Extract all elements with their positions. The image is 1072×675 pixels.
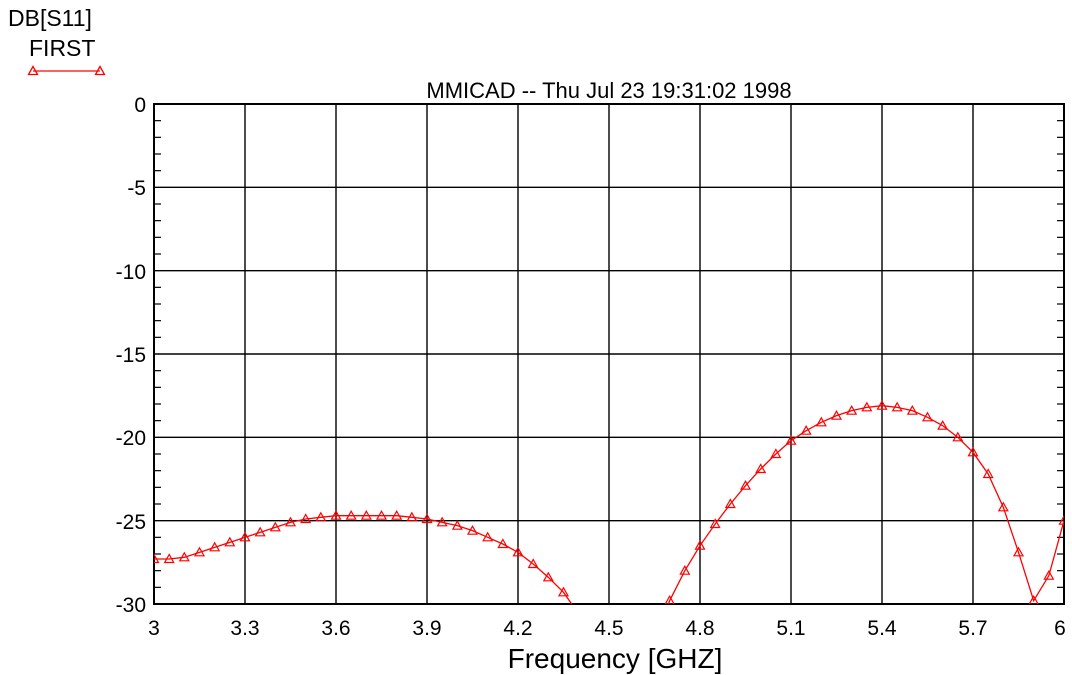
data-point xyxy=(284,516,297,527)
data-point xyxy=(466,524,479,535)
x-tick-label: 3.9 xyxy=(412,617,441,640)
y-tick-label: -5 xyxy=(127,177,146,200)
data-point xyxy=(482,531,494,542)
data-point xyxy=(154,553,160,564)
data-point xyxy=(1043,569,1055,580)
data-point xyxy=(406,511,418,522)
data-point xyxy=(876,399,888,410)
data-point xyxy=(952,431,964,442)
data-point xyxy=(224,536,236,547)
data-point xyxy=(891,401,903,412)
data-point xyxy=(300,513,312,524)
data-point xyxy=(527,558,539,569)
y-tick-label: 0 xyxy=(134,94,146,117)
data-point xyxy=(345,509,357,520)
data-point xyxy=(1012,546,1025,557)
legend-marker-left xyxy=(27,65,39,76)
x-axis-label: Frequency [GHZ] xyxy=(508,643,723,674)
data-point xyxy=(574,610,583,618)
data-point xyxy=(436,516,448,527)
plot-frame xyxy=(153,103,1065,605)
data-point xyxy=(512,546,524,557)
x-tick-label: 4.2 xyxy=(503,617,532,640)
data-point xyxy=(785,434,797,445)
y-tick-label: -10 xyxy=(116,261,146,284)
data-point xyxy=(815,416,827,427)
x-tick-label: 6 xyxy=(1054,617,1066,640)
data-point xyxy=(254,526,266,537)
data-point xyxy=(239,531,251,542)
data-point xyxy=(679,564,691,575)
chart-title: MMICAD -- Thu Jul 23 19:31:02 1998 xyxy=(426,78,791,103)
data-point xyxy=(921,411,934,422)
y-tick-label: -30 xyxy=(116,594,146,617)
x-tick-label: 3.3 xyxy=(230,617,259,640)
data-point xyxy=(694,539,706,550)
x-tick-label: 5.7 xyxy=(958,617,987,640)
data-point xyxy=(664,594,675,604)
data-point xyxy=(1058,514,1064,525)
data-point xyxy=(739,479,752,490)
x-tick-label: 4.5 xyxy=(594,617,623,640)
minor-ticks xyxy=(154,120,1064,588)
data-point xyxy=(709,518,721,529)
grid xyxy=(153,103,1065,605)
data-point xyxy=(800,424,812,435)
y-tick-label: -20 xyxy=(116,427,146,450)
data-point xyxy=(967,446,979,457)
series-line xyxy=(154,405,1064,604)
x-tick-label: 5.4 xyxy=(867,617,897,640)
data-point xyxy=(542,571,554,582)
x-tick-label: 3 xyxy=(148,617,160,640)
data-point xyxy=(846,404,858,415)
data-point xyxy=(557,586,570,597)
data-point xyxy=(937,419,949,430)
data-point xyxy=(391,509,403,520)
legend-header: DB[S11] xyxy=(8,5,92,31)
x-tick-label: 5.1 xyxy=(776,617,805,640)
data-point xyxy=(360,509,372,520)
data-point xyxy=(315,511,327,522)
data-point xyxy=(982,468,994,479)
data-point xyxy=(724,498,736,509)
data-point xyxy=(830,409,843,420)
data-point xyxy=(375,509,388,520)
y-tick-label: -25 xyxy=(116,511,146,534)
legend-series-label: FIRST xyxy=(29,35,95,61)
data-point xyxy=(451,519,463,530)
data-point xyxy=(755,463,767,474)
data-point xyxy=(997,501,1009,512)
data-point xyxy=(330,509,342,520)
x-tick-label: 4.8 xyxy=(685,617,714,640)
series-layer xyxy=(154,399,1064,618)
data-point xyxy=(163,553,175,564)
data-point xyxy=(861,401,873,412)
x-tick-label: 3.6 xyxy=(321,617,350,640)
data-point xyxy=(193,546,206,557)
data-point xyxy=(421,513,433,524)
legend: DB[S11] FIRST xyxy=(8,5,106,76)
legend-marker-right xyxy=(94,65,106,76)
data-point xyxy=(178,551,190,562)
y-tick-labels: 0 -5 -10 -15 -20 -25 -30 xyxy=(116,94,146,617)
data-point xyxy=(209,541,221,552)
x-tick-labels: 3 3.3 3.6 3.9 4.2 4.5 4.8 5.1 5.4 5.7 6 xyxy=(148,617,1066,640)
y-tick-label: -15 xyxy=(116,344,146,367)
data-point xyxy=(1028,594,1039,604)
data-point xyxy=(906,404,918,415)
data-point xyxy=(497,538,509,549)
data-point xyxy=(770,448,782,459)
data-point xyxy=(269,521,281,532)
